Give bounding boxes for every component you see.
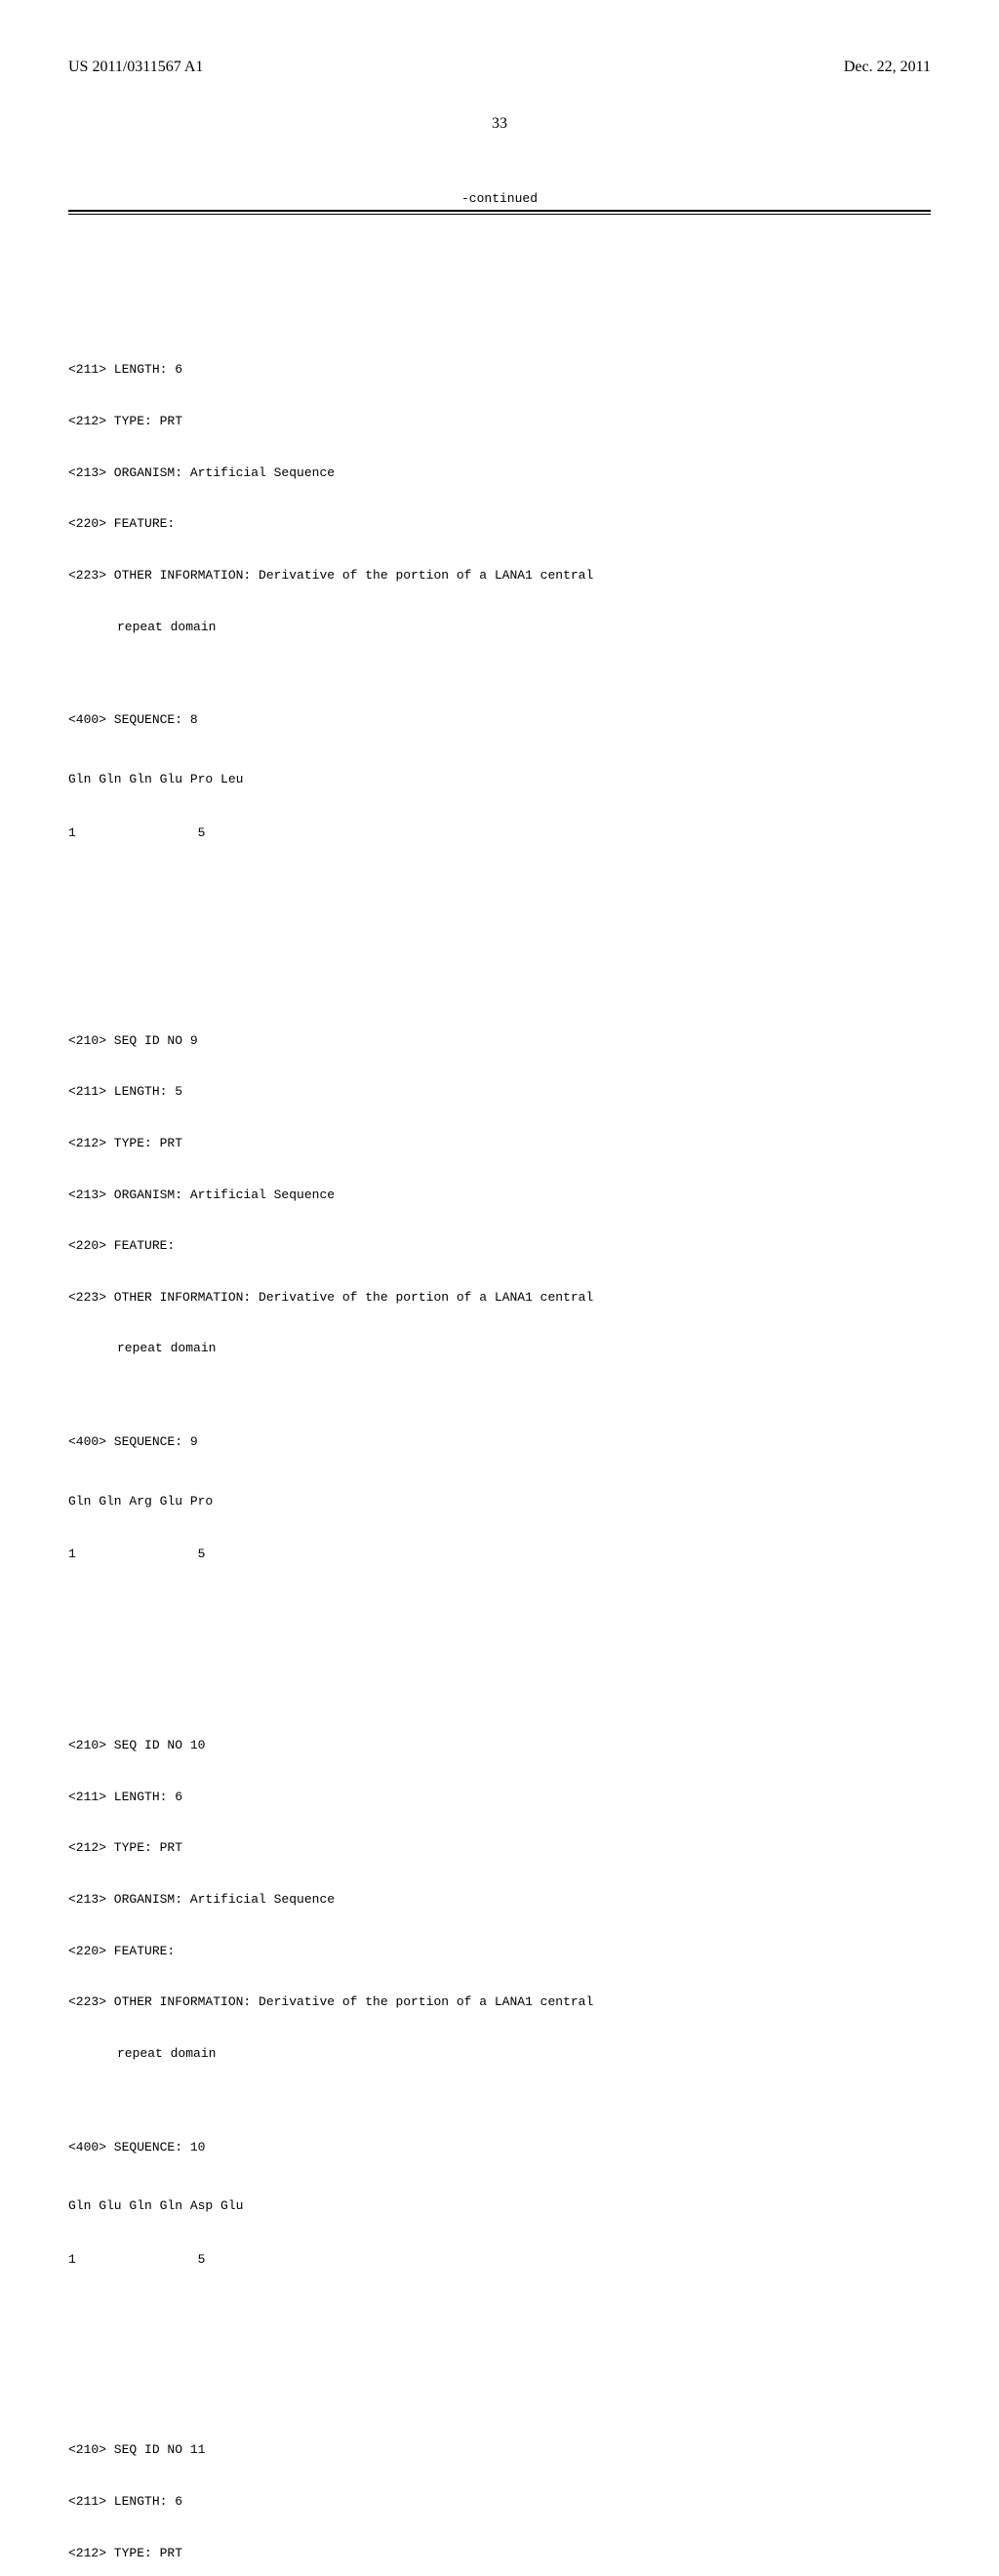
meta-line: <210> SEQ ID NO 9 [68, 1032, 931, 1050]
sequence-positions: 1 5 [68, 2251, 931, 2269]
meta-line: <223> OTHER INFORMATION: Derivative of t… [68, 1993, 931, 2011]
horizontal-rule-light [68, 214, 931, 215]
meta-line: <213> ORGANISM: Artificial Sequence [68, 1891, 931, 1909]
sequence-label: <400> SEQUENCE: 8 [68, 711, 931, 729]
meta-line: <210> SEQ ID NO 10 [68, 1737, 931, 1754]
meta-line: <223> OTHER INFORMATION: Derivative of t… [68, 567, 931, 584]
patent-page: US 2011/0311567 A1 Dec. 22, 2011 33 -con… [0, 0, 999, 2576]
meta-continuation: repeat domain [68, 619, 931, 636]
position-pad [76, 825, 198, 842]
sequence-positions: 1 5 [68, 825, 931, 842]
meta-line: <213> ORGANISM: Artificial Sequence [68, 1187, 931, 1204]
sequence-positions: 1 5 [68, 1546, 931, 1563]
publication-id: US 2011/0311567 A1 [68, 59, 203, 76]
position-5: 5 [198, 1546, 206, 1563]
sequence-block: <210> SEQ ID NO 9 <211> LENGTH: 5 <212> … [68, 963, 931, 1597]
sequence-label: <400> SEQUENCE: 10 [68, 2139, 931, 2156]
sequence-meta: <210> SEQ ID NO 11 <211> LENGTH: 6 <212>… [68, 2407, 931, 2576]
page-number: 33 [68, 115, 931, 133]
meta-continuation: repeat domain [68, 2045, 931, 2063]
sequence-residues: Gln Gln Arg Glu Pro [68, 1493, 931, 1510]
meta-line: <212> TYPE: PRT [68, 1839, 931, 1857]
position-pad [76, 2251, 198, 2269]
meta-line: <211> LENGTH: 5 [68, 1083, 931, 1101]
meta-line: <220> FEATURE: [68, 515, 931, 533]
position-1: 1 [68, 2251, 76, 2269]
position-5: 5 [198, 825, 206, 842]
meta-line: <211> LENGTH: 6 [68, 1789, 931, 1806]
meta-line: <210> SEQ ID NO 11 [68, 2441, 931, 2459]
sequence-meta: <210> SEQ ID NO 10 <211> LENGTH: 6 <212>… [68, 1703, 931, 2097]
meta-continuation: repeat domain [68, 1340, 931, 1357]
sequence-block: <210> SEQ ID NO 11 <211> LENGTH: 6 <212>… [68, 2373, 931, 2576]
meta-line: <211> LENGTH: 6 [68, 2493, 931, 2511]
position-1: 1 [68, 1546, 76, 1563]
page-header: US 2011/0311567 A1 Dec. 22, 2011 [68, 59, 931, 76]
publication-date: Dec. 22, 2011 [844, 59, 931, 76]
sequence-meta: <211> LENGTH: 6 <212> TYPE: PRT <213> OR… [68, 327, 931, 669]
sequence-block: <211> LENGTH: 6 <212> TYPE: PRT <213> OR… [68, 293, 931, 875]
meta-line: <213> ORGANISM: Artificial Sequence [68, 464, 931, 482]
meta-line: <212> TYPE: PRT [68, 1135, 931, 1152]
meta-line: <212> TYPE: PRT [68, 413, 931, 430]
sequence-listing: <211> LENGTH: 6 <212> TYPE: PRT <213> OR… [68, 224, 931, 2576]
meta-line: <211> LENGTH: 6 [68, 361, 931, 379]
horizontal-rule-heavy [68, 210, 931, 212]
meta-line: <212> TYPE: PRT [68, 2545, 931, 2562]
meta-line: <220> FEATURE: [68, 1237, 931, 1255]
continued-label: -continued [68, 191, 931, 206]
sequence-residues: Gln Gln Gln Glu Pro Leu [68, 771, 931, 788]
sequence-residues: Gln Glu Gln Gln Asp Glu [68, 2197, 931, 2215]
meta-line: <220> FEATURE: [68, 1943, 931, 1960]
sequence-meta: <210> SEQ ID NO 9 <211> LENGTH: 5 <212> … [68, 998, 931, 1392]
position-1: 1 [68, 825, 76, 842]
sequence-block: <210> SEQ ID NO 10 <211> LENGTH: 6 <212>… [68, 1669, 931, 2303]
position-pad [76, 1546, 198, 1563]
sequence-label: <400> SEQUENCE: 9 [68, 1433, 931, 1451]
meta-line: <223> OTHER INFORMATION: Derivative of t… [68, 1289, 931, 1307]
position-5: 5 [198, 2251, 206, 2269]
